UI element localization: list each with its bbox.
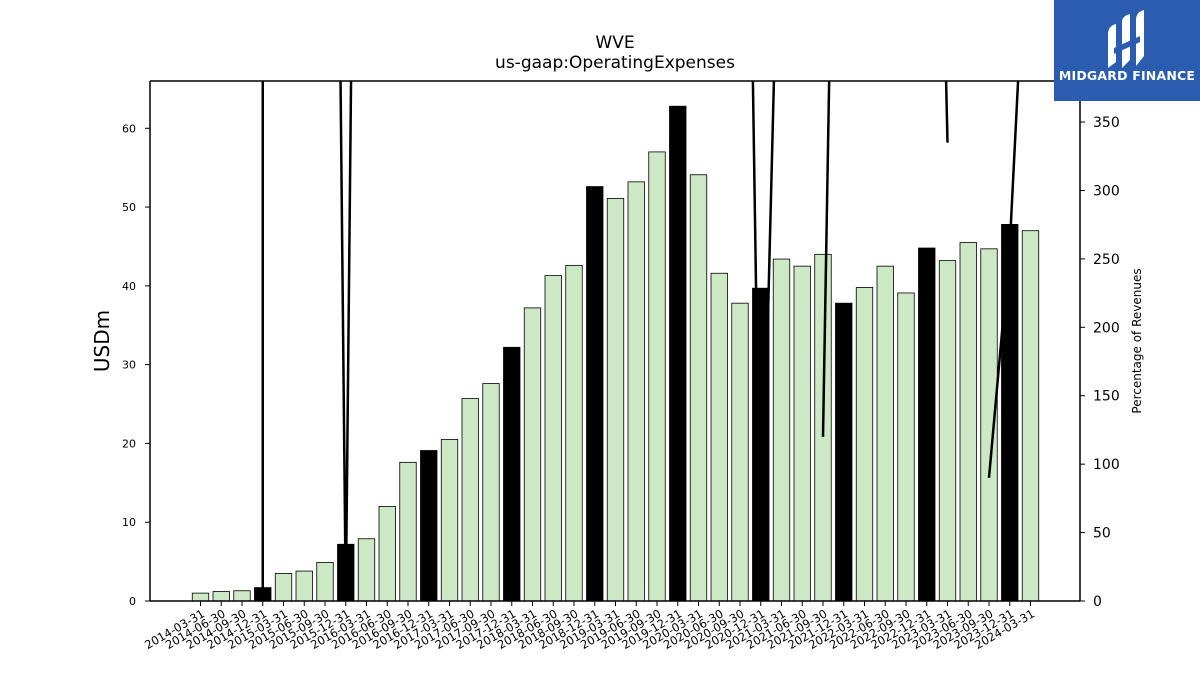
bar-2023-06-30 xyxy=(959,242,977,602)
bar-2019-06-30 xyxy=(627,181,645,602)
bar-series xyxy=(191,105,1040,602)
bar-2022-06-30 xyxy=(876,265,894,602)
bar-2022-12-31 xyxy=(918,247,936,602)
bar-2020-06-30 xyxy=(710,272,728,602)
y-tick-label: 10 xyxy=(122,516,136,529)
y-tick-label: 40 xyxy=(122,280,136,293)
bar-2016-12-31 xyxy=(420,450,438,602)
y-axis-label: USDm xyxy=(90,310,114,372)
percentage-line-segment-4 xyxy=(944,81,949,143)
percentage-line-segment-5 xyxy=(987,81,1020,478)
chart-subtitle: us-gaap:OperatingExpenses xyxy=(495,53,735,73)
bar-2015-06-30 xyxy=(295,570,313,602)
bar-2021-03-31 xyxy=(772,258,791,602)
y2-tick-label: 100 xyxy=(1093,457,1120,473)
bar-2016-06-30 xyxy=(378,506,396,602)
bar-2022-03-31 xyxy=(855,287,874,602)
bar-2015-03-31 xyxy=(274,573,293,602)
bar-2014-09-30 xyxy=(233,590,251,602)
bar-2019-03-31 xyxy=(606,197,625,602)
bar-2017-09-30 xyxy=(482,383,500,602)
y-tick-label: 50 xyxy=(122,201,136,214)
percentage-line-segment-3 xyxy=(821,81,831,437)
bar-2024-03-31 xyxy=(1021,230,1040,602)
bar-2017-12-31 xyxy=(503,346,521,602)
y-tick-label: 0 xyxy=(129,595,136,608)
y-tick-label: 20 xyxy=(122,437,136,450)
y2-tick-label: 200 xyxy=(1093,320,1120,336)
midgard-finance-logo: MIDGARD FINANCE xyxy=(1054,0,1200,101)
bar-2018-12-31 xyxy=(586,186,604,602)
y2-tick-label: 300 xyxy=(1093,183,1120,199)
y2-axis-label: Percentage of Revenues xyxy=(1130,268,1144,413)
bar-2023-03-31 xyxy=(938,260,957,602)
bar-2018-03-31 xyxy=(523,307,542,602)
chart-title: WVE xyxy=(595,33,634,53)
midgard-logo-icon xyxy=(1108,10,1144,68)
percentage-line-segment-1 xyxy=(339,81,353,601)
y2-tick-label: 250 xyxy=(1093,252,1120,268)
bar-2023-12-31 xyxy=(1001,223,1019,602)
bar-2016-03-31 xyxy=(357,538,376,602)
bar-2017-03-31 xyxy=(440,439,459,602)
bar-2018-09-30 xyxy=(565,264,583,602)
bar-2014-06-30 xyxy=(212,591,230,602)
logo-text: MIDGARD FINANCE xyxy=(1058,68,1196,83)
y-tick-label: 60 xyxy=(122,122,136,135)
bar-2014-03-31 xyxy=(191,592,210,602)
bar-2016-09-30 xyxy=(399,461,417,602)
bar-2018-06-30 xyxy=(544,275,562,602)
y2-tick-label: 0 xyxy=(1093,594,1102,610)
bar-2020-09-30 xyxy=(731,302,749,602)
bar-2021-12-31 xyxy=(835,302,853,602)
y2-tick-label: 50 xyxy=(1093,526,1111,542)
percentage-line-series xyxy=(261,81,1020,601)
bar-2022-09-30 xyxy=(897,292,915,602)
bar-2019-09-30 xyxy=(648,151,666,602)
bar-2015-09-30 xyxy=(316,561,334,602)
bar-2019-12-31 xyxy=(669,105,687,602)
bar-2021-06-30 xyxy=(793,265,811,602)
bar-2017-06-30 xyxy=(461,398,479,602)
y2-tick-label: 150 xyxy=(1093,389,1120,405)
y-tick-label: 30 xyxy=(122,359,136,372)
bar-2020-03-31 xyxy=(689,174,708,602)
y2-tick-label: 350 xyxy=(1093,115,1120,131)
